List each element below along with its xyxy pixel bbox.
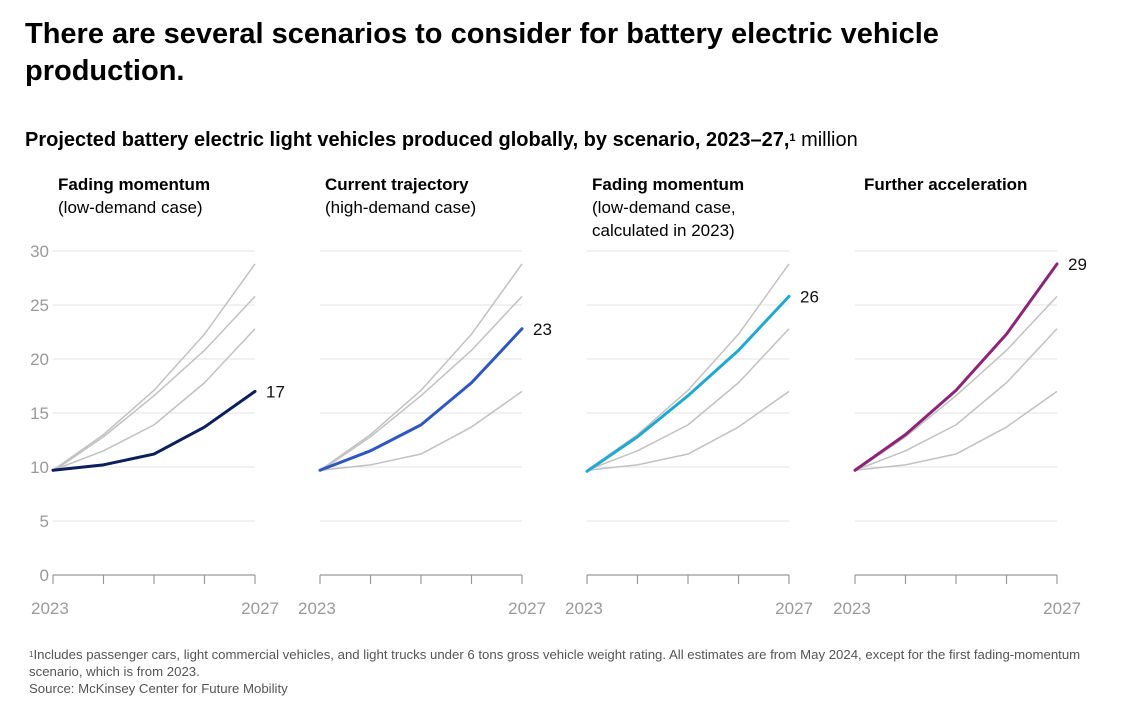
- panel-subtitle: (low-demand case, calculated in 2023): [592, 198, 736, 240]
- subtitle-main: Projected battery electric light vehicle…: [25, 129, 790, 151]
- panel-heading-3: Fading momentum (low-demand case, calcul…: [592, 173, 792, 242]
- context-series-line-acceleration: [319, 263, 523, 471]
- subtitle-unit: million: [801, 129, 858, 151]
- subtitle-footnote-marker: 1: [789, 132, 796, 144]
- y-tick-label: 20: [30, 350, 49, 369]
- x-tick-label: 2023: [565, 599, 603, 618]
- y-tick-label: 25: [30, 296, 49, 315]
- panel-heading-1: Fading momentum (low-demand case): [58, 173, 298, 219]
- y-tick-label: 0: [40, 566, 49, 585]
- panel-title: Current trajectory: [325, 175, 469, 194]
- y-tick-label: 30: [30, 242, 49, 261]
- footnote-text: Includes passenger cars, light commercia…: [29, 647, 1081, 679]
- y-tick-label: 5: [40, 512, 49, 531]
- end-value-label: 26: [800, 287, 819, 306]
- context-series-line-fading: [854, 390, 1058, 471]
- y-tick-label: 15: [30, 404, 49, 423]
- context-series-line-current: [52, 328, 256, 471]
- x-tick-label: 2027: [241, 599, 279, 618]
- panel-heading-2: Current trajectory (high-demand case): [325, 173, 565, 219]
- panel-title: Further acceleration: [864, 175, 1028, 194]
- source-note: Source: McKinsey Center for Future Mobil…: [29, 681, 288, 696]
- context-series-line-fading2023: [52, 295, 256, 472]
- context-series-line-fading2023: [854, 295, 1058, 472]
- context-series-line-acceleration: [52, 263, 256, 471]
- y-tick-label: 10: [30, 458, 49, 477]
- highlight-series-line-acceleration: [853, 262, 1059, 472]
- x-tick-label: 2027: [775, 599, 813, 618]
- chart-subtitle: Projected battery electric light vehicle…: [25, 126, 1105, 154]
- x-tick-label: 2027: [508, 599, 546, 618]
- panel-heading-4: Further acceleration: [864, 173, 1104, 196]
- footnote-marker: 1: [29, 650, 34, 659]
- panel-title: Fading momentum: [592, 175, 745, 194]
- highlight-series-line-fading: [51, 389, 257, 472]
- context-series-line-fading: [319, 390, 523, 471]
- context-series-line-acceleration: [586, 263, 790, 471]
- chart-title: There are several scenarios to consider …: [25, 18, 939, 87]
- end-value-label: 23: [533, 320, 552, 339]
- context-series-line-current: [854, 328, 1058, 471]
- x-tick-label: 2023: [298, 599, 336, 618]
- x-tick-label: 2023: [31, 599, 69, 618]
- end-value-label: 29: [1068, 255, 1087, 274]
- context-series-line-fading: [586, 390, 790, 471]
- x-tick-label: 2023: [833, 599, 871, 618]
- context-series-line-fading2023: [319, 295, 523, 472]
- x-tick-label: 2027: [1043, 599, 1081, 618]
- panel-title: Fading momentum: [58, 175, 211, 194]
- footnote: 1Includes passenger cars, light commerci…: [29, 646, 1089, 697]
- panel-subtitle: (high-demand case): [325, 198, 477, 217]
- highlight-series-line-fading2023: [585, 294, 791, 473]
- panel-subtitle: (low-demand case): [58, 198, 203, 217]
- highlight-series-line-current: [318, 327, 524, 472]
- context-series-line-current: [586, 328, 790, 471]
- end-value-label: 17: [266, 382, 285, 401]
